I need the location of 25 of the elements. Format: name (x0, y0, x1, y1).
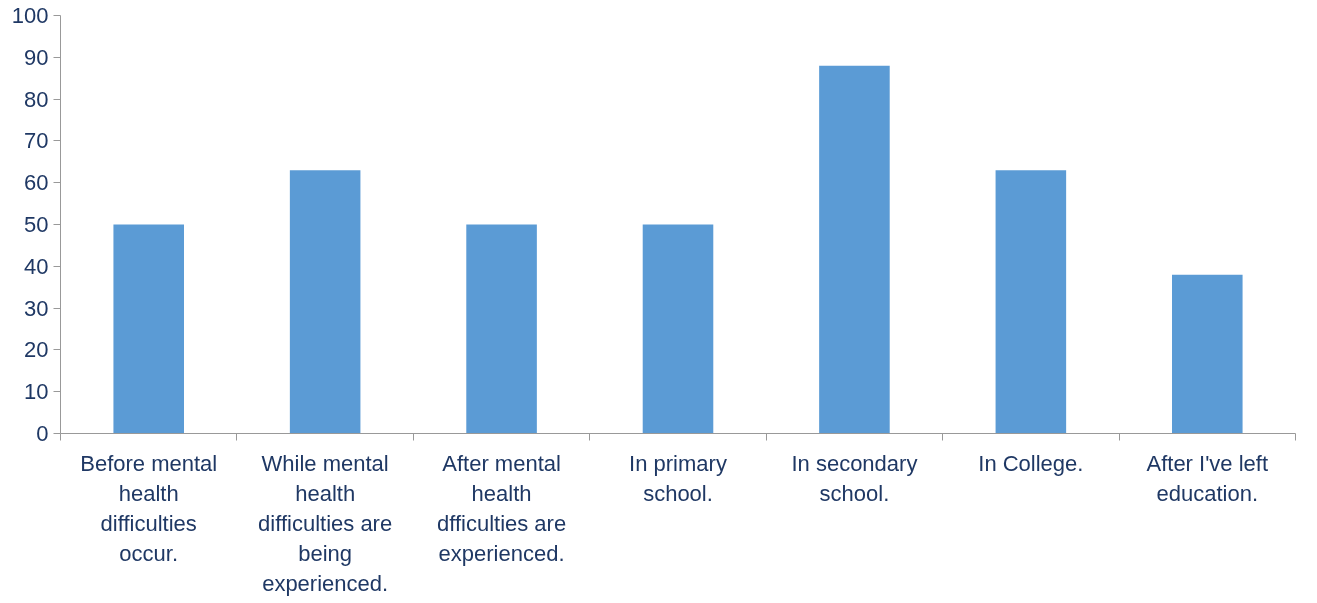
bar (1172, 274, 1243, 434)
bar (289, 170, 361, 434)
y-tick-label: 90 (24, 44, 49, 70)
x-tick-label: In secondary school. (791, 450, 918, 506)
x-tick-label: After mental health dfficulties are experienced. (436, 450, 567, 566)
x-tick-label: After I've left education. (1146, 450, 1269, 506)
y-tick-label: 60 (24, 170, 49, 196)
bar (819, 65, 890, 434)
bar (113, 224, 184, 434)
x-tick-label: In primary school. (629, 450, 727, 506)
y-tick-label: 80 (24, 86, 49, 112)
y-tick-label: 50 (24, 212, 49, 237)
y-tick-label: 100 (11, 3, 49, 28)
y-tick-label: 0 (36, 421, 49, 446)
y-tick-label: 30 (24, 295, 49, 321)
bar (642, 224, 714, 434)
bar (466, 224, 537, 434)
x-tick-label: Before mental health difficulties occur. (80, 450, 218, 566)
y-tick-label: 40 (24, 253, 49, 279)
y-tick-label: 20 (24, 337, 49, 363)
bar (995, 170, 1067, 434)
y-tick-label: 70 (24, 128, 49, 154)
x-tick-label: While mental health difficulties are being experienced. (258, 450, 393, 596)
x-tick-label: In College. (978, 450, 1084, 476)
y-tick-label: 10 (24, 379, 49, 405)
